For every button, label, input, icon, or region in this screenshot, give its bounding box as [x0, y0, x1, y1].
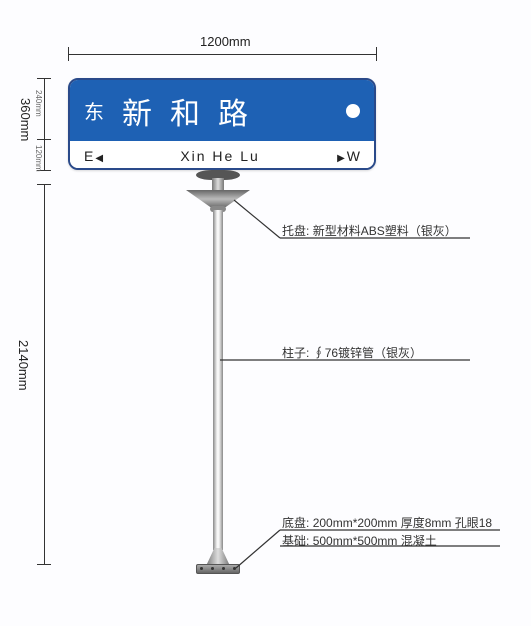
callout-base-l2a: 基础: [282, 534, 309, 548]
callout-tray-text: 新型材料ABS塑料（银灰） [313, 224, 457, 238]
callout-tray-label: 托盘: [282, 224, 309, 238]
callout-base-l1b: 200mm*200mm 厚度8mm 孔眼18 [313, 516, 492, 530]
diagram-canvas: 1200mm 360mm 240mm 120mm 2140mm 东 新和路 E … [0, 0, 531, 626]
callout-base-l1a: 底盘: [282, 516, 309, 530]
callout-pole-label: 柱子: [282, 346, 309, 360]
callout-base-l2b: 500mm*500mm 混凝土 [313, 534, 437, 548]
callout-pole: 柱子: ∮76镀锌管（银灰） [282, 344, 422, 362]
callout-base: 底盘: 200mm*200mm 厚度8mm 孔眼18 基础: 500mm*500… [282, 514, 492, 550]
callout-tray: 托盘: 新型材料ABS塑料（银灰） [282, 222, 457, 240]
callout-pole-text: ∮76镀锌管（银灰） [313, 346, 422, 360]
